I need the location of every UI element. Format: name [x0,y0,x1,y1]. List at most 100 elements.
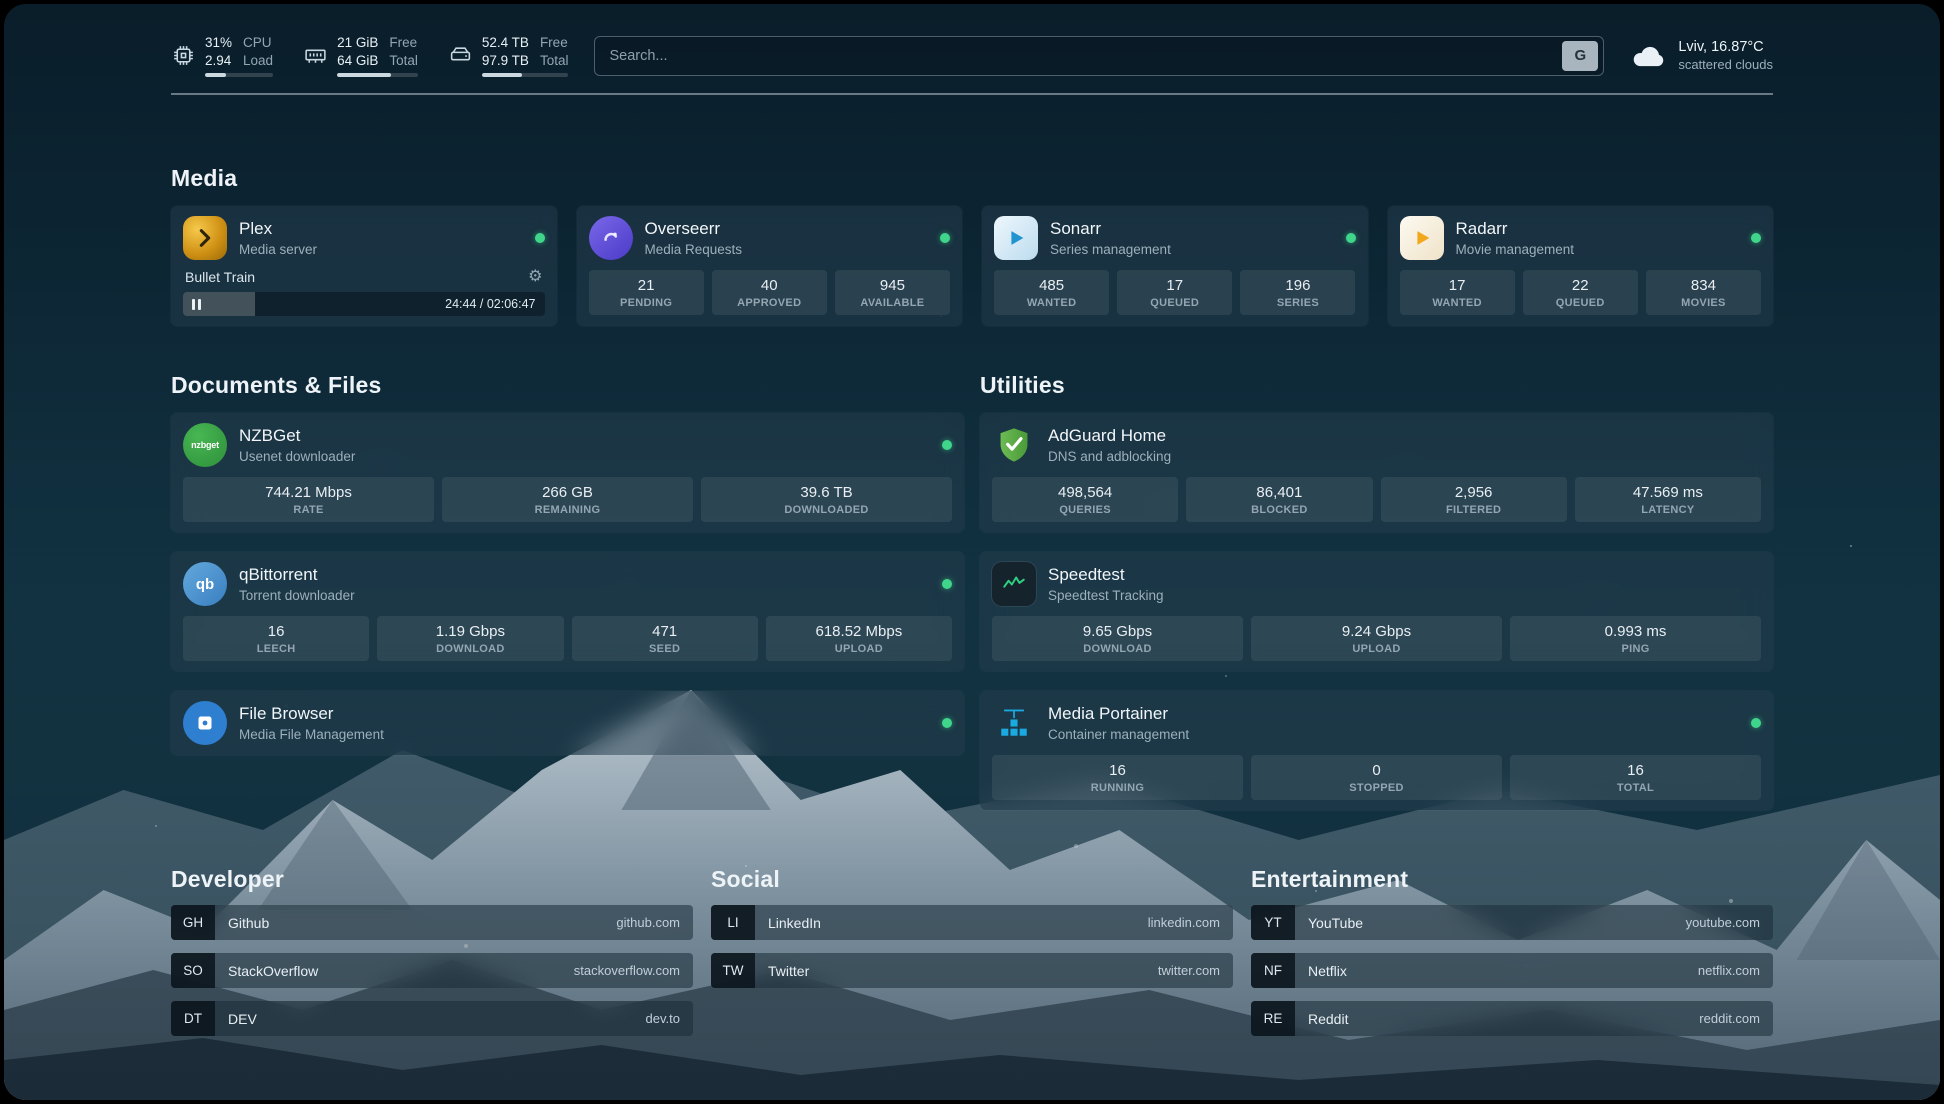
status-dot-online [534,233,545,244]
stat-block: 86,401 BLOCKED [1186,477,1373,523]
memory-free: 21 GiB [337,35,379,50]
service-name: Speedtest [1048,565,1125,585]
stat-label: RUNNING [1090,782,1145,795]
stat-value: 39.6 TB [800,484,853,502]
bookmark-name: StackOverflow [228,962,319,979]
bookmark-youtube[interactable]: YT YouTube youtube.com [1251,905,1773,941]
overseerr-link[interactable]: Overseerr Media Requests [588,216,950,261]
stat-label: SERIES [1276,297,1319,310]
stat-label: QUERIES [1059,504,1111,517]
adguard-link[interactable]: AdGuard Home DNS and adblocking [992,423,1761,467]
radarr-link[interactable]: Radarr Movie management [1399,216,1761,261]
stat-value: 9.24 Gbps [1341,623,1412,641]
stat-value: 834 [1690,277,1716,295]
disk-icon [448,43,473,68]
service-card-radarr: Radarr Movie management 17 WANTED 22 QUEUE… [1387,206,1773,327]
bookmark-netflix[interactable]: NF Netflix netflix.com [1251,953,1773,989]
cpu-load: 2.94 [205,52,232,68]
service-card-adguard: AdGuard Home DNS and adblocking 498,564 Q… [980,413,1773,533]
top-bar: 31% 2.94 CPU Load 21 GiB 64 GiB Free Total [171,34,1773,78]
service-name: qBittorrent [239,565,318,585]
stat-block: 9.65 Gbps DOWNLOAD [992,616,1243,662]
stat-block: 834 MOVIES [1645,270,1761,316]
service-description: Series management [1050,242,1171,258]
cpu-label-1: CPU [243,35,272,50]
service-description: Movie management [1455,242,1575,258]
bookmark-abbr: GH [171,905,215,941]
bookmark-abbr: SO [171,953,215,989]
disk-total: 97.9 TB [481,52,529,68]
sonarr-icon [994,216,1038,261]
section-documents-files: Documents & Files nzbget NZBGet Usenet d… [171,372,964,756]
bookmark-reddit[interactable]: RE Reddit reddit.com [1251,1001,1773,1037]
bookmark-url: github.com [616,915,680,931]
bookmark-twitter[interactable]: TW Twitter twitter.com [711,953,1233,989]
disk-label-2: Total [539,52,569,68]
service-description: Speedtest Tracking [1048,588,1164,604]
service-card-plex: Plex Media server Bullet Train ⚙ [171,206,557,327]
stat-block: 16 LEECH [183,616,370,662]
stat-value: 0 [1372,762,1381,780]
stat-block: 39.6 TB DOWNLOADED [701,477,952,523]
search-provider-button[interactable]: G [1562,40,1599,71]
stat-block: 196 SERIES [1240,270,1356,316]
speedtest-icon [992,562,1036,607]
bookmark-url: linkedin.com [1147,915,1220,931]
service-description: Container management [1048,727,1190,743]
bookmark-stackoverflow[interactable]: SO StackOverflow stackoverflow.com [171,953,693,989]
portainer-link[interactable]: Media Portainer Container management [992,701,1761,745]
stat-value: 0.993 ms [1604,623,1667,641]
section-media: Media Plex Media server [171,165,1773,327]
nzbget-link[interactable]: nzbget NZBGet Usenet downloader [183,423,952,468]
stat-label: STOPPED [1349,782,1404,795]
adguard-icon [992,423,1036,467]
pause-icon[interactable] [192,298,201,310]
cpu-icon [171,43,196,68]
disk-progress [481,73,569,78]
plex-link[interactable]: Plex Media server [183,216,545,261]
service-name: Radarr [1455,219,1508,239]
filebrowser-link[interactable]: File Browser Media File Management [183,701,952,746]
service-description: Media server [239,242,318,258]
cpu-widget: 31% 2.94 CPU Load [171,34,274,78]
filebrowser-icon [183,701,227,746]
nzbget-icon: nzbget [183,423,227,468]
section-title-media: Media [171,165,238,192]
service-card-speedtest: Speedtest Speedtest Tracking 9.65 Gbps DO… [980,552,1773,672]
stat-block: 47.569 ms LATENCY [1574,477,1761,523]
dashboard-window: 31% 2.94 CPU Load 21 GiB 64 GiB Free Total [4,4,1940,1100]
stat-label: MOVIES [1681,297,1726,310]
stat-label: QUEUED [1150,297,1200,310]
cpu-progress [205,73,274,78]
stat-block: 16 RUNNING [992,755,1243,801]
memory-icon [303,43,328,68]
stat-value: 47.569 ms [1632,484,1703,502]
search-input[interactable] [609,47,1555,64]
cloud-icon [1630,42,1666,70]
stat-label: LEECH [256,643,296,656]
stat-block: 485 WANTED [994,270,1110,316]
qbittorrent-icon: qb [183,562,227,607]
stat-label: UPLOAD [834,643,883,656]
qbittorrent-link[interactable]: qb qBittorrent Torrent downloader [183,562,952,607]
stat-block: 16 TOTAL [1510,755,1761,801]
status-dot-online [940,233,950,244]
stat-label: REMAINING [534,504,601,517]
stat-label: BLOCKED [1251,504,1308,517]
speedtest-link[interactable]: Speedtest Speedtest Tracking [992,562,1761,607]
sonarr-link[interactable]: Sonarr Series management [994,216,1356,261]
status-dot-online [1751,718,1761,729]
disk-free: 52.4 TB [481,35,529,50]
search-widget: G [594,35,1605,76]
playback-progress-bar[interactable]: 24:44 / 02:06:47 [183,292,545,317]
stat-value: 9.65 Gbps [1082,623,1153,641]
cpu-label-2: Load [243,52,274,68]
stat-label: SEED [649,643,681,656]
service-name: AdGuard Home [1048,426,1167,446]
gear-icon[interactable]: ⚙ [528,268,543,286]
bookmark-linkedin[interactable]: LI LinkedIn linkedin.com [711,905,1233,941]
section-title-documents: Documents & Files [171,372,382,399]
bookmark-github[interactable]: GH Github github.com [171,905,693,941]
status-dot-online [942,440,952,451]
bookmark-dev[interactable]: DT DEV dev.to [171,1001,693,1037]
